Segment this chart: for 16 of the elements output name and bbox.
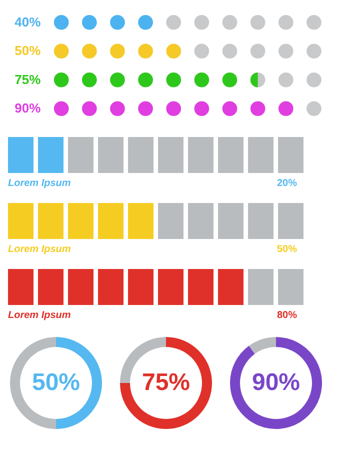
data-label: 90%: [14, 100, 42, 116]
data-label: 75%: [14, 72, 42, 87]
data-label: 40%: [14, 14, 42, 30]
text: 50%: [32, 369, 80, 396]
data-label: 50%: [14, 43, 42, 58]
donut-slice: [120, 337, 212, 429]
data-label: 50%: [276, 244, 298, 255]
data-label: 20%: [276, 178, 298, 189]
text: 90%: [252, 369, 300, 396]
text: 75%: [142, 369, 190, 396]
donut-slice: [248, 337, 276, 354]
text: Lorem Ipsum: [8, 310, 71, 321]
text: Lorem Ipsum: [8, 244, 71, 255]
text: Lorem Ipsum: [8, 178, 71, 189]
donut-slice: [230, 337, 322, 429]
data-label: 80%: [276, 310, 298, 321]
